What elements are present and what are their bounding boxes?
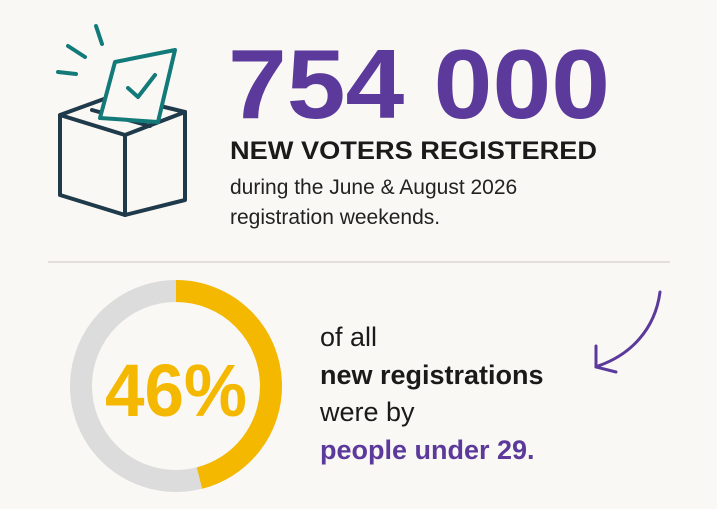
percent-label: 46% — [105, 349, 247, 432]
headline-description: registration weekends. — [230, 206, 440, 229]
donut-arc — [70, 280, 282, 492]
headline-number: 754 000 — [228, 29, 610, 139]
arrow — [594, 290, 662, 374]
headline-description: during the June & August 2026 — [230, 176, 517, 199]
ballot-icon — [56, 24, 187, 217]
stat-text: new registrations — [320, 360, 544, 390]
stat-text: of all — [320, 322, 377, 352]
stat-text: people under 29. — [320, 435, 535, 465]
stat-text: were by — [319, 397, 415, 427]
headline-subtitle: NEW VOTERS REGISTERED — [230, 137, 597, 165]
